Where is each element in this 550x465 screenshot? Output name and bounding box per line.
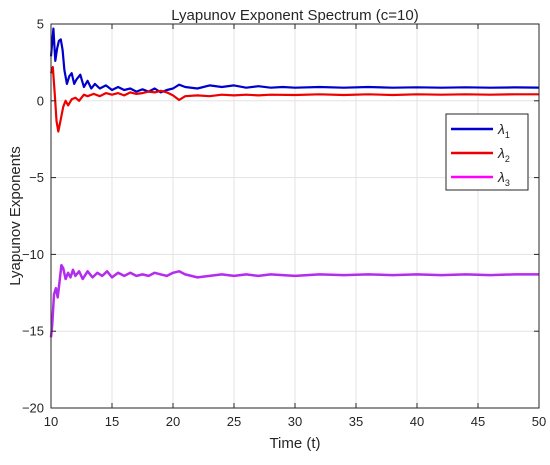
x-tick-label: 35: [349, 414, 363, 429]
legend-label-lambda1: λ1: [497, 121, 510, 140]
y-tick-label: 5: [37, 17, 44, 32]
legend-subscript: 3: [505, 178, 510, 188]
series-lines: [49, 27, 540, 338]
grid-lines: [50, 23, 540, 409]
y-tick-label: −5: [29, 170, 44, 185]
x-tick-label: 15: [105, 414, 119, 429]
x-tick-label: 30: [288, 414, 302, 429]
x-tick-label: 45: [471, 414, 485, 429]
chart-title: Lyapunov Exponent Spectrum (c=10): [171, 7, 419, 24]
lambda1-line: [49, 27, 540, 94]
x-tick-label: 20: [166, 414, 180, 429]
legend-label-lambda2: λ2: [497, 145, 510, 164]
x-tick-label: 40: [410, 414, 424, 429]
y-tick-label: 0: [37, 93, 44, 108]
y-axis-title: Lyapunov Exponents: [7, 146, 24, 286]
legend-symbol: λ: [497, 145, 505, 161]
lambda3-line-overlay: [50, 264, 539, 338]
x-axis-title: Time (t): [269, 435, 320, 452]
legend-subscript: 2: [505, 154, 510, 164]
y-tick-label: −20: [22, 401, 44, 416]
legend-symbol: λ: [497, 169, 505, 185]
x-tick-label: 50: [532, 414, 546, 429]
y-tick-label: −15: [22, 324, 44, 339]
legend-symbol: λ: [497, 121, 505, 137]
legend-label-lambda3: λ3: [497, 169, 510, 188]
x-tick-label: 10: [44, 414, 58, 429]
y-tick-label: −10: [22, 247, 44, 262]
lambda2-line: [49, 65, 539, 133]
x-tick-label: 25: [227, 414, 241, 429]
legend-subscript: 1: [505, 130, 510, 140]
